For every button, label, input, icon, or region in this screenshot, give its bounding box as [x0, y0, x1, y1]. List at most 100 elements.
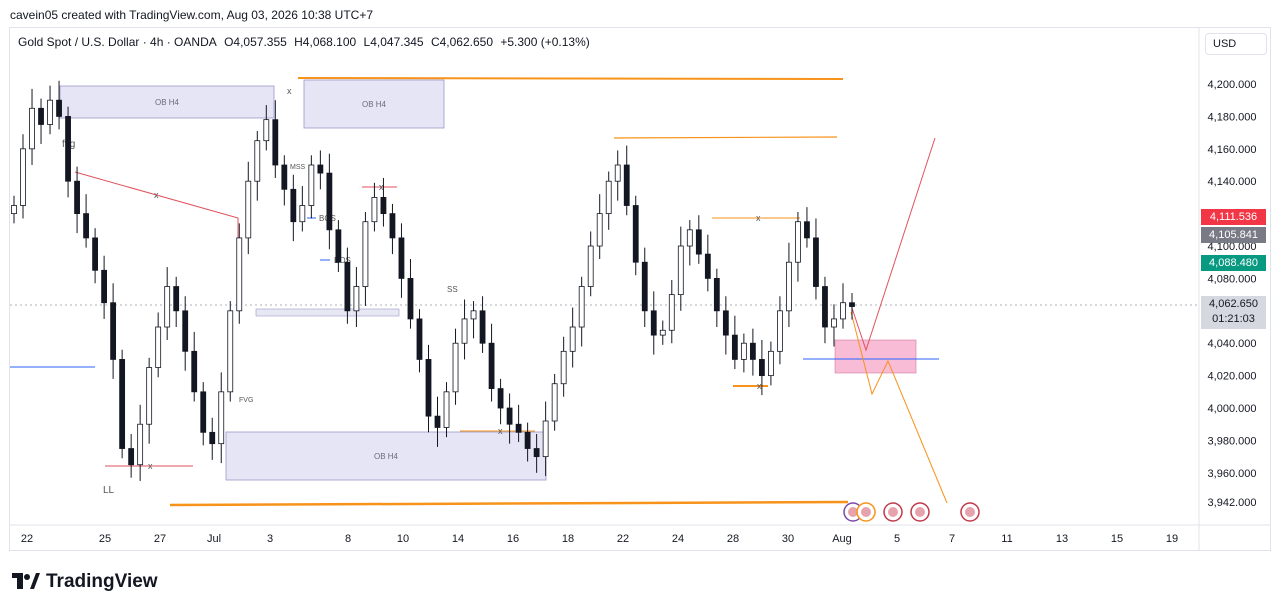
annotation-label: x: [287, 86, 292, 96]
symbol-name[interactable]: Gold Spot / U.S. Dollar · 4h · OANDA: [18, 35, 217, 49]
candle-body: [308, 164, 315, 206]
level-line: [169, 500, 849, 507]
x-tick-label: 16: [507, 533, 519, 545]
level-line: [613, 136, 838, 139]
tradingview-logo[interactable]: TradingView: [12, 571, 158, 593]
candle-body: [290, 188, 297, 223]
candle-body: [533, 448, 540, 458]
price-tag-red: 4,111.536: [1201, 209, 1266, 225]
x-tick-label: 10: [397, 533, 409, 545]
candle-body: [272, 119, 279, 166]
candle-body: [515, 423, 522, 433]
candle-body: [443, 391, 450, 428]
ohlc-close: C4,062.650: [430, 35, 494, 49]
x-tick-label: Aug: [832, 533, 852, 545]
x-tick-label: 22: [21, 533, 33, 545]
candle-body: [731, 334, 738, 360]
order-block-label: OB H4: [362, 100, 387, 109]
annotation-label: FVG: [239, 397, 253, 404]
candle-body: [92, 237, 98, 271]
y-tick-label: 4,180.000: [1208, 111, 1257, 123]
economic-event-icon-flag: [965, 507, 975, 517]
candle-body: [578, 286, 585, 328]
projection-down: [850, 311, 948, 504]
candle-body: [263, 119, 270, 142]
candle-body: [65, 116, 71, 182]
candle-body: [245, 180, 252, 239]
candle-body: [786, 261, 792, 312]
economic-event-icon-flag: [848, 507, 858, 517]
candle-body: [650, 310, 657, 336]
candle-body: [488, 342, 495, 389]
candle-body: [38, 107, 44, 125]
candle-body: [191, 350, 198, 393]
candle-body: [524, 431, 531, 449]
annotation-label: x: [379, 182, 384, 192]
chart-credit: cavein05 created with TradingView.com, A…: [10, 8, 374, 22]
candle-body: [434, 415, 441, 428]
y-tick-label: 4,100.000: [1208, 241, 1257, 253]
projection-up: [850, 137, 936, 352]
x-tick-label: 5: [894, 533, 900, 545]
candle-body: [677, 245, 684, 296]
candle-body: [632, 205, 639, 263]
x-tick-label: 24: [672, 533, 684, 545]
candle-body: [146, 367, 153, 425]
x-tick-label: 13: [1056, 533, 1068, 545]
candle-body: [74, 180, 80, 215]
candle-body: [704, 253, 711, 279]
y-tick-label: 4,040.000: [1208, 338, 1257, 350]
candle-body: [317, 164, 324, 174]
candle-body: [560, 350, 567, 385]
candle-body: [236, 237, 243, 312]
candle-body: [362, 221, 369, 287]
candle-body: [137, 423, 144, 466]
order-block-label: OB H4: [155, 98, 180, 107]
demand-zone: [834, 339, 917, 374]
candle-body: [623, 164, 630, 206]
candle-body: [479, 310, 486, 344]
candle-body: [119, 359, 126, 449]
tradingview-logo-icon: [12, 573, 40, 591]
candle-body: [200, 391, 207, 433]
last-price: 4,062.650: [1209, 298, 1258, 310]
annotation-label: LL: [103, 485, 115, 496]
order-block-zone: [225, 431, 547, 481]
y-tick-label: 4,020.000: [1208, 371, 1257, 383]
ohlc-open: O4,057.355: [224, 35, 287, 49]
candle-body: [587, 245, 594, 287]
candle-body: [11, 205, 17, 215]
candle-body: [227, 310, 234, 393]
currency-button[interactable]: USD: [1205, 33, 1267, 55]
candle-body: [551, 383, 558, 422]
candle-body: [173, 286, 180, 312]
economic-event-icon-flag: [888, 507, 898, 517]
candle-body: [795, 221, 801, 263]
x-tick-label: 7: [949, 533, 955, 545]
annotation-label: SS: [447, 285, 458, 294]
fvg-zone: [255, 308, 400, 317]
annotation-label: MSS: [290, 164, 306, 171]
x-tick-label: 28: [727, 533, 739, 545]
candle-body: [659, 329, 666, 336]
candle-body: [596, 213, 603, 247]
ohlc-high: H4,068.100: [294, 35, 357, 49]
candle-body: [218, 391, 225, 445]
annotation-label: BOS: [334, 256, 351, 265]
bar-countdown: 01:21:03: [1212, 313, 1255, 325]
candle-body: [506, 407, 513, 425]
order-block-zone: [59, 85, 275, 119]
candle-body: [569, 326, 576, 352]
x-tick-label: 22: [617, 533, 629, 545]
candle-body: [20, 148, 26, 206]
y-tick-label: 3,942.000: [1208, 497, 1257, 509]
y-tick-label: 4,140.000: [1208, 176, 1257, 188]
candle-body: [695, 229, 702, 255]
candle-body: [605, 180, 612, 215]
x-tick-label: 11: [1001, 533, 1012, 545]
order-block-label: OB H4: [374, 452, 399, 461]
candle-body: [497, 388, 504, 409]
y-tick-label: 4,080.000: [1208, 273, 1257, 285]
symbol-legend: Gold Spot / U.S. Dollar · 4h · OANDA O4,…: [18, 35, 594, 49]
